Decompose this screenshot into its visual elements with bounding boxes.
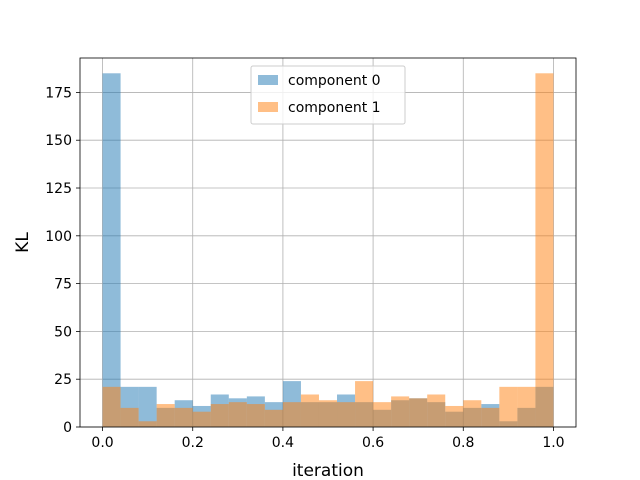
- bar-series-1-bin-19: [445, 405, 464, 427]
- bar-series-1-bin-14: [355, 381, 374, 427]
- bar-series-1-bin-6: [210, 404, 229, 427]
- bar-series-1-bin-10: [282, 402, 301, 427]
- bar-series-1-bin-16: [391, 396, 410, 427]
- legend-label-component-1: component 1: [288, 100, 381, 116]
- bar-series-1-bin-15: [373, 402, 392, 427]
- bar-series-1-bin-9: [264, 409, 283, 427]
- bar-series-1-bin-3: [156, 404, 175, 427]
- bar-series-1-bin-4: [174, 407, 193, 427]
- bar-series-1-bin-21: [481, 407, 500, 427]
- x-tick-label: 0.0: [91, 435, 113, 451]
- y-tick-label: 75: [54, 277, 72, 293]
- x-tick-label: 0.8: [452, 435, 474, 451]
- axis-ticks: 0.0 0.2 0.4 0.6 0.8 1.0 0 25 50 75 100 125 150 175: [45, 85, 564, 451]
- y-axis-label: KL: [13, 232, 33, 253]
- x-axis-label: iteration: [292, 461, 364, 480]
- bar-series-1-bin-18: [427, 394, 446, 427]
- x-tick-label: 0.4: [272, 435, 294, 451]
- bar-series-1-bin-20: [463, 400, 482, 427]
- histogram-bars: [102, 73, 554, 427]
- bar-series-1-bin-17: [409, 398, 428, 427]
- x-tick-label: 0.2: [182, 435, 204, 451]
- legend: component 0 component 1: [250, 65, 406, 125]
- bar-series-1-bin-1: [120, 407, 139, 427]
- x-tick-label: 0.6: [362, 435, 384, 451]
- y-tick-label: 100: [45, 229, 72, 245]
- x-tick-label: 1.0: [542, 435, 564, 451]
- legend-swatch-component-1: [258, 102, 278, 112]
- bar-series-1-bin-11: [300, 394, 319, 427]
- bar-series-1-bin-2: [138, 421, 157, 427]
- plot-area-frame: [79, 57, 577, 428]
- y-tick-label: 125: [45, 181, 72, 197]
- y-tick-label: 0: [63, 420, 72, 436]
- bar-series-1-bin-24: [535, 73, 554, 427]
- bar-series-1-bin-23: [517, 386, 536, 427]
- y-tick-label: 25: [54, 372, 72, 388]
- bar-series-1-bin-5: [192, 411, 211, 427]
- y-tick-label: 175: [45, 85, 72, 101]
- bar-series-1-bin-12: [318, 400, 338, 427]
- bar-series-0-bin-2: [138, 386, 157, 427]
- bar-series-1-bin-22: [499, 386, 518, 427]
- y-tick-label: 150: [45, 133, 72, 149]
- bar-series-1-bin-0: [102, 386, 121, 427]
- legend-label-component-0: component 0: [288, 73, 381, 89]
- bar-series-1-bin-13: [337, 402, 356, 427]
- bar-series-1-bin-7: [228, 402, 247, 427]
- legend-box: [250, 65, 406, 125]
- bar-series-1-bin-8: [246, 404, 265, 427]
- y-tick-label: 50: [54, 324, 72, 340]
- bar-series-0-bin-0: [102, 73, 121, 427]
- legend-swatch-component-0: [258, 75, 278, 85]
